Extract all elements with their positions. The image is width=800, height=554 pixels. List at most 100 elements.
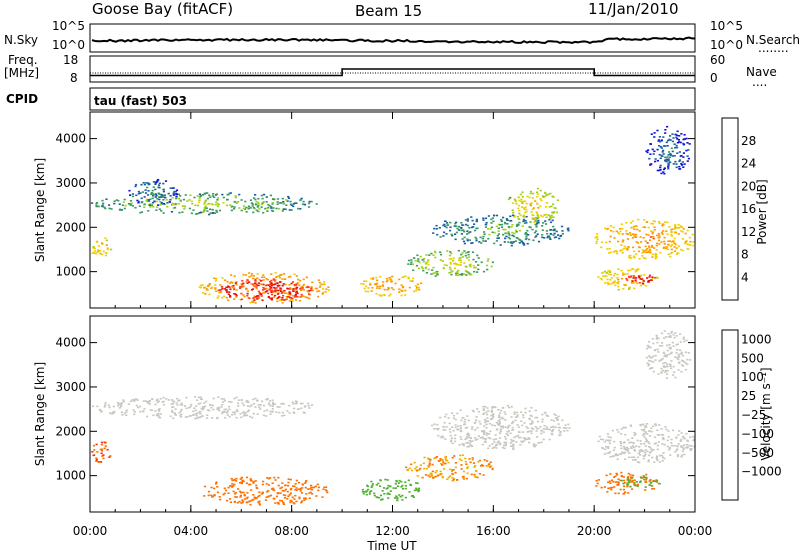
- heatmap-cell: [466, 441, 470, 444]
- heatmap-cell: [517, 434, 520, 437]
- heatmap-cell: [637, 246, 640, 248]
- heatmap-cell: [245, 476, 249, 479]
- heatmap-cell: [633, 276, 636, 278]
- heatmap-cell: [490, 218, 493, 221]
- heatmap-cell: [671, 429, 675, 432]
- heatmap-cell: [442, 426, 445, 428]
- heatmap-cell: [651, 244, 654, 247]
- heatmap-cell: [657, 139, 660, 141]
- heatmap-cell: [301, 483, 304, 485]
- heatmap-cell: [193, 407, 196, 409]
- heatmap-cell: [175, 195, 178, 198]
- heatmap-cell: [514, 416, 517, 418]
- heatmap-cell: [212, 408, 215, 411]
- colorbar-tick-label: 28: [741, 134, 756, 148]
- heatmap-cell: [300, 500, 304, 502]
- heatmap-cell: [415, 289, 418, 292]
- heatmap-cell: [237, 399, 240, 401]
- heatmap-cell: [410, 261, 413, 264]
- heatmap-cell: [474, 266, 477, 269]
- heatmap-cell: [670, 244, 673, 246]
- heatmap-cell: [442, 267, 445, 269]
- heatmap-cell: [459, 430, 462, 432]
- heatmap-cell: [271, 405, 275, 407]
- heatmap-cell: [304, 480, 308, 483]
- heatmap-cell: [668, 240, 671, 242]
- heatmap-cell: [472, 226, 475, 228]
- heatmap-cell: [521, 431, 525, 433]
- heatmap-cell: [256, 399, 259, 402]
- heatmap-cell: [425, 467, 429, 470]
- heatmap-cell: [685, 149, 688, 152]
- heatmap-region: [217, 278, 313, 301]
- heatmap-cell: [476, 438, 479, 441]
- heatmap-cell: [545, 216, 548, 219]
- heatmap-cell: [651, 488, 654, 490]
- freq-left-label-2: [MHz]: [4, 66, 39, 80]
- heatmap-cell: [101, 204, 104, 206]
- heatmap-cell: [660, 241, 663, 243]
- heatmap-cell: [388, 493, 391, 495]
- heatmap-cell: [498, 443, 501, 446]
- heatmap-cell: [440, 458, 443, 461]
- heatmap-cell: [659, 169, 662, 171]
- heatmap-cell: [676, 141, 679, 144]
- heatmap-cell: [186, 200, 189, 202]
- heatmap-cell: [479, 437, 482, 439]
- heatmap-cell: [634, 484, 637, 486]
- heatmap-cell: [129, 200, 133, 202]
- heatmap-cell: [281, 297, 284, 299]
- heatmap-cell: [228, 291, 231, 293]
- heatmap-cell: [370, 490, 373, 492]
- heatmap-cell: [462, 443, 465, 445]
- heatmap-cell: [423, 467, 426, 470]
- heatmap-cell: [317, 489, 320, 492]
- heatmap-cell: [384, 478, 387, 481]
- heatmap-cell: [656, 448, 659, 451]
- heatmap-cell: [690, 445, 693, 447]
- heatmap-cell: [129, 204, 132, 206]
- freq-left-tick-bottom: 8: [70, 71, 78, 85]
- heatmap-cell: [120, 411, 123, 414]
- heatmap-cell: [481, 436, 484, 438]
- heatmap-cell: [635, 225, 638, 227]
- heatmap-cell: [670, 360, 673, 362]
- heatmap-cell: [630, 257, 633, 259]
- heatmap-cell: [411, 263, 414, 266]
- heatmap-cell: [455, 231, 458, 234]
- heatmap-cell: [632, 442, 635, 445]
- heatmap-cell: [199, 211, 202, 214]
- heatmap-cell: [401, 488, 405, 490]
- heatmap-cell: [671, 228, 674, 231]
- heatmap-cell: [477, 461, 480, 463]
- heatmap-cell: [448, 258, 451, 260]
- heatmap-cell: [686, 142, 689, 144]
- heatmap-cell: [639, 278, 642, 280]
- heatmap-cell: [521, 225, 524, 227]
- heatmap-cell: [609, 229, 613, 232]
- heatmap-cell: [412, 290, 416, 293]
- heatmap-cell: [434, 475, 437, 478]
- heatmap-cell: [620, 444, 623, 447]
- heatmap-cell: [279, 274, 282, 276]
- heatmap-cell: [545, 428, 548, 430]
- heatmap-cell: [512, 440, 515, 442]
- heatmap-cell: [608, 480, 611, 483]
- heatmap-cell: [550, 419, 553, 421]
- heatmap-cell: [504, 413, 507, 415]
- heatmap-cell: [667, 139, 670, 142]
- heatmap-cell: [249, 478, 252, 480]
- heatmap-cell: [436, 233, 439, 236]
- heatmap-cell: [654, 277, 657, 279]
- heatmap-cell: [549, 216, 553, 219]
- heatmap-cell: [94, 252, 97, 254]
- heatmap-cell: [200, 415, 204, 418]
- heatmap-cell: [681, 249, 684, 252]
- heatmap-cell: [149, 206, 152, 208]
- heatmap-cell: [638, 230, 641, 232]
- heatmap-cell: [323, 281, 326, 283]
- heatmap-cell: [230, 285, 233, 288]
- heatmap-cell: [669, 336, 672, 338]
- heatmap-cell: [400, 486, 403, 488]
